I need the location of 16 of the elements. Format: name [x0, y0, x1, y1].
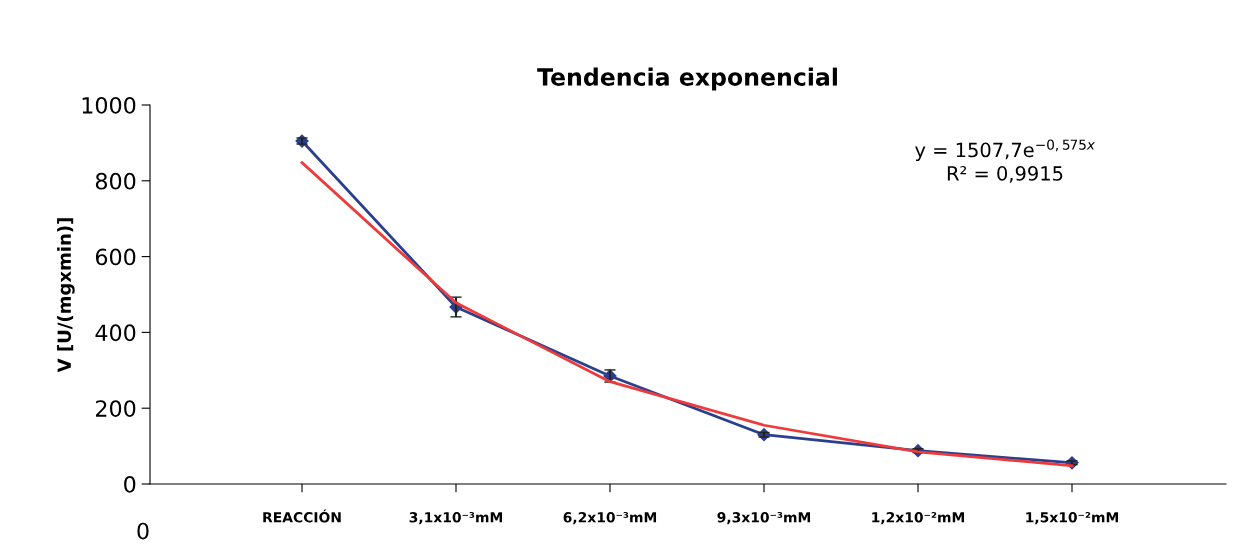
y-tick-label: 200 — [96, 400, 136, 417]
y-tick-label: 1000 — [82, 96, 136, 114]
x-tick-label: 3,1x10⁻³mM — [409, 512, 503, 525]
y-axis-title: V [U/(mgxmin)] — [57, 218, 75, 373]
y-tick-label: 600 — [95, 248, 136, 266]
x-tick-label: 1,5x10⁻²mM — [1026, 512, 1119, 525]
x-tick-label: 1,2x10⁻²mM — [872, 512, 965, 525]
x-tick-label: 9,3x10⁻³mM — [717, 512, 811, 525]
annotation: y = 1507,7e$^{−0,575x}$ R² = 0,9915 — [915, 139, 1096, 183]
text: 0 — [137, 522, 149, 540]
y-tick-label: 0 — [124, 475, 136, 493]
x-tick-label: REACCIÓN — [263, 509, 341, 523]
chart-title: Tendencia exponencial — [537, 67, 837, 91]
y-tick-label: 800 — [95, 172, 136, 190]
y-tick-label: 400 — [95, 324, 136, 342]
x-tick-label: 6,2x10⁻³mM — [563, 512, 657, 525]
